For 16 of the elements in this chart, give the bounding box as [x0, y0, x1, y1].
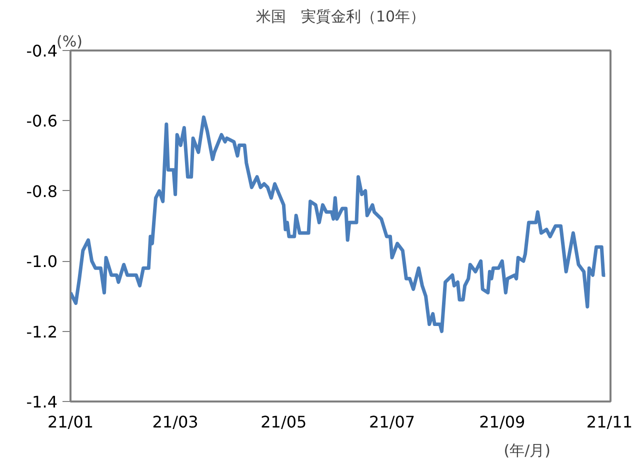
x-tick-label: 21/07 — [368, 412, 416, 432]
y-axis-title: (%) — [56, 32, 82, 50]
y-tick-label: -0.8 — [26, 182, 58, 201]
y-tick-label: -0.6 — [26, 112, 58, 131]
y-tick-label: -1.0 — [26, 252, 58, 272]
line-series — [70, 115, 607, 334]
x-axis-title: (年/月) — [504, 442, 551, 460]
y-tick-label: -1.2 — [26, 322, 58, 342]
x-tick-label: 21/05 — [260, 412, 307, 432]
x-tick-label: 21/11 — [586, 412, 632, 432]
x-tick-label: 21/03 — [152, 412, 198, 432]
x-tick-label: 21/09 — [479, 412, 526, 432]
y-tick-label: -1.4 — [26, 392, 58, 412]
y-tick-label: -0.4 — [26, 42, 58, 60]
x-tick-label: 21/01 — [47, 412, 94, 432]
chart-title: 米国 実質金利（10年） — [256, 8, 426, 26]
